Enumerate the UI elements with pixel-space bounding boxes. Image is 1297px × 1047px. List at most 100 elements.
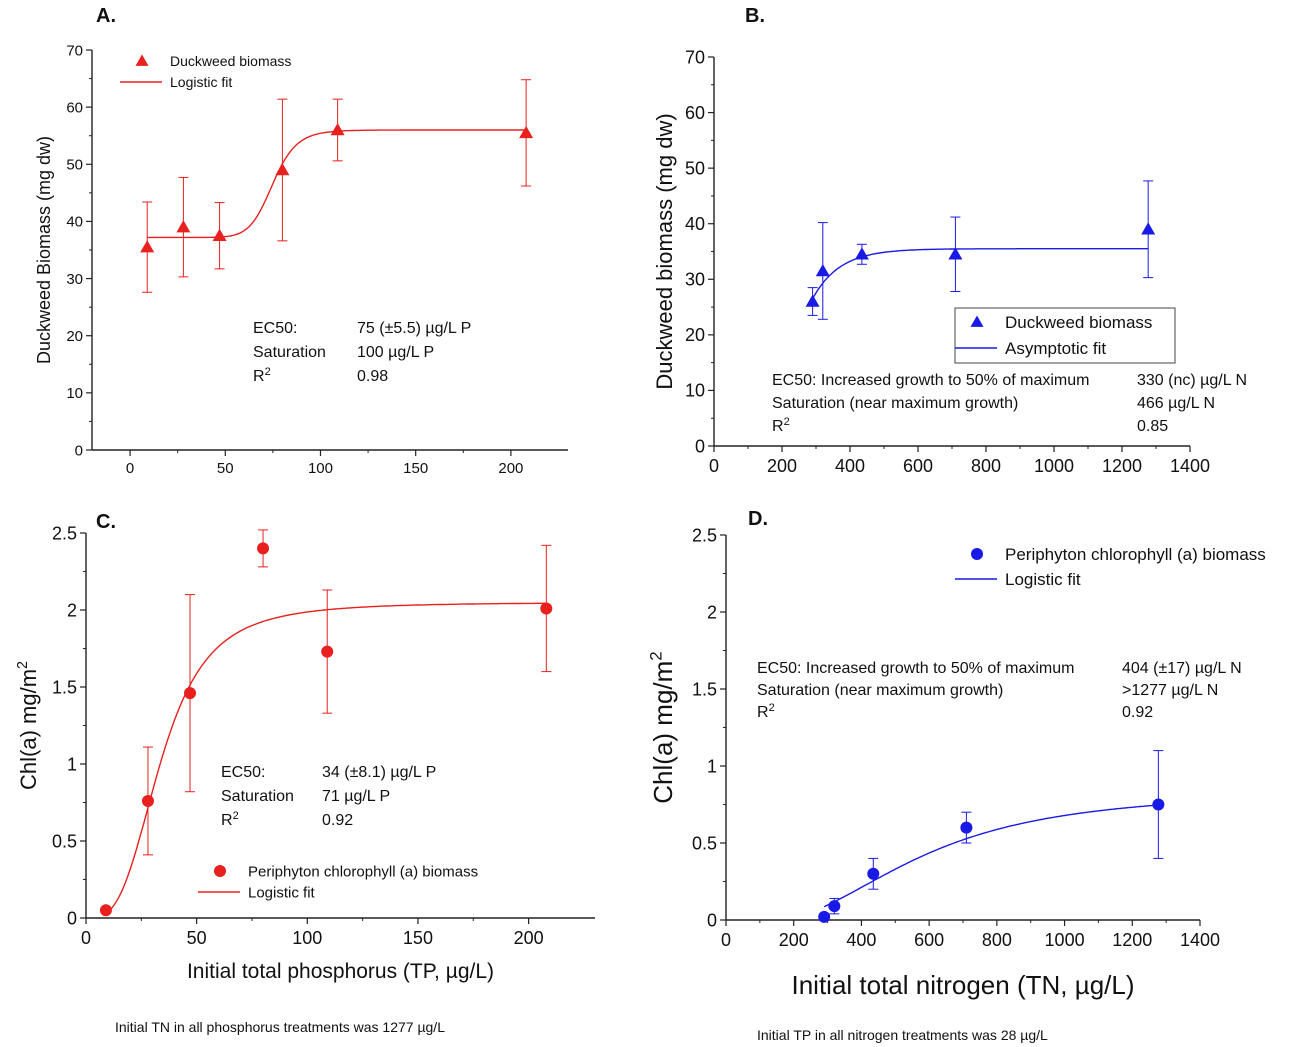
data-point	[818, 910, 831, 923]
note-right: Initial TP in all nitrogen treatments wa…	[757, 1027, 1048, 1043]
data-point	[141, 794, 154, 807]
y-tick-label: 30	[685, 270, 705, 290]
data-point	[948, 247, 963, 260]
data-point	[867, 867, 880, 880]
x-tick-label: 100	[292, 928, 322, 948]
x-tick-label: 1000	[1045, 930, 1085, 950]
x-axis-title: Initial total nitrogen (TN, µg/L)	[791, 970, 1134, 1000]
legend-label: Duckweed biomass	[1005, 313, 1152, 332]
y-tick-label: 2.5	[692, 525, 717, 545]
x-tick-label: 800	[971, 456, 1001, 476]
panel-label: D.	[748, 508, 768, 530]
x-tick-label: 200	[767, 456, 797, 476]
y-tick-label: 1	[707, 756, 717, 776]
legend-label: Logistic fit	[248, 884, 316, 901]
x-tick-label: 0	[721, 930, 731, 950]
legend-label: Asymptotic fit	[1005, 339, 1106, 358]
stat-value: 75 (±5.5) µg/L P	[357, 320, 471, 337]
data-point	[212, 228, 227, 241]
data-point	[99, 904, 112, 917]
stat-label: R2	[253, 366, 271, 385]
data-point	[176, 220, 191, 233]
data-point	[540, 602, 553, 615]
stat-value: 466 µg/L N	[1137, 395, 1215, 412]
stat-label: Saturation	[253, 344, 326, 361]
data-point	[960, 821, 973, 834]
stat-value: 0.98	[357, 368, 388, 385]
x-tick-label: 400	[835, 456, 865, 476]
stat-label: Saturation	[221, 788, 294, 805]
stat-value: 34 (±8.1) µg/L P	[322, 764, 436, 781]
legend-marker	[135, 54, 149, 66]
stat-value: 0.92	[1122, 704, 1153, 721]
x-tick-label: 50	[217, 460, 234, 477]
x-tick-label: 50	[187, 928, 207, 948]
y-tick-label: 70	[685, 47, 705, 67]
stat-value: 404 (±17) µg/L N	[1122, 660, 1242, 677]
stat-value: >1277 µg/L N	[1122, 682, 1218, 699]
panel-label: C.	[96, 511, 116, 533]
legend-label: Periphyton chlorophyll (a) biomass	[248, 863, 478, 880]
x-tick-label: 200	[779, 930, 809, 950]
panel-label: A.	[96, 5, 116, 27]
legend-marker	[214, 865, 226, 877]
panel-d: D. 0 200 400 600 800 1000 1200 1400 0 0.5 1 1.5 2 2.5 C…	[647, 508, 1266, 1000]
y-tick-label: 0	[707, 910, 717, 930]
y-tick-label: 0.5	[52, 831, 77, 851]
stat-label: EC50: Increased growth to 50% of maximum	[772, 372, 1089, 389]
y-tick-label: 2	[707, 602, 717, 622]
stat-label: R2	[221, 810, 239, 829]
y-tick-label: 20	[685, 325, 705, 345]
y-tick-label: 2.5	[52, 523, 77, 543]
panel-b: B. 0 200 400 600 800 1000 1200 1400 0 10 20 30 40 50 60…	[652, 5, 1247, 476]
x-axis-title: Initial total phosphorus (TP, µg/L)	[187, 960, 494, 983]
y-axis-title: Duckweed Biomass (mg dw)	[34, 136, 54, 364]
data-point	[828, 900, 841, 913]
y-axis-title: Chl(a) mg/m2	[15, 661, 41, 790]
y-tick-label: 2	[67, 600, 77, 620]
y-tick-label: 10	[66, 385, 83, 402]
y-tick-label: 0	[75, 442, 83, 459]
legend-label: Duckweed biomass	[170, 53, 291, 69]
x-tick-label: 1200	[1112, 930, 1152, 950]
y-tick-label: 10	[685, 381, 705, 401]
data-point	[330, 123, 345, 136]
x-tick-label: 100	[308, 460, 333, 477]
x-tick-label: 150	[403, 928, 433, 948]
x-tick-label: 1000	[1034, 456, 1074, 476]
fit-curve	[147, 129, 527, 239]
data-point	[815, 263, 830, 277]
y-tick-label: 0	[67, 908, 77, 928]
x-tick-label: 200	[514, 928, 544, 948]
data-point	[140, 240, 155, 253]
y-tick-label: 1.5	[692, 679, 717, 699]
x-tick-label: 0	[81, 928, 91, 948]
stat-label: EC50: Increased growth to 50% of maximum	[757, 660, 1074, 677]
stat-value: 71 µg/L P	[322, 788, 390, 805]
data-point	[257, 542, 270, 555]
data-point	[321, 645, 334, 658]
panel-c: C. 0 50 100 150 200 0 0.5 1 1.5 2 2.5 Chl(a) mg/m2 In…	[15, 511, 595, 983]
y-axis-title: Chl(a) mg/m2	[647, 651, 678, 803]
data-point	[1152, 798, 1165, 811]
data-point	[1141, 222, 1156, 235]
stat-label: R2	[772, 416, 790, 435]
x-tick-label: 200	[498, 460, 523, 477]
legend-label: Logistic fit	[1005, 570, 1081, 589]
x-tick-label: 400	[846, 930, 876, 950]
y-axis-title: Duckweed biomass (mg dw)	[652, 113, 677, 389]
y-tick-label: 40	[685, 214, 705, 234]
data-point	[275, 163, 290, 176]
y-tick-label: 0.5	[692, 833, 717, 853]
stat-value: 0.85	[1137, 418, 1168, 435]
y-tick-label: 50	[685, 158, 705, 178]
y-tick-label: 1.5	[52, 677, 77, 697]
data-point	[184, 687, 197, 700]
panel-a: A. 0 50 100 150 200 0 10 20 30 40 50 60 70 Duckweed Bi…	[34, 5, 568, 477]
stat-label: Saturation (near maximum growth)	[772, 395, 1018, 412]
x-tick-label: 1400	[1170, 456, 1210, 476]
legend-marker	[971, 548, 983, 560]
x-tick-label: 1200	[1102, 456, 1142, 476]
legend-box	[954, 307, 1176, 364]
